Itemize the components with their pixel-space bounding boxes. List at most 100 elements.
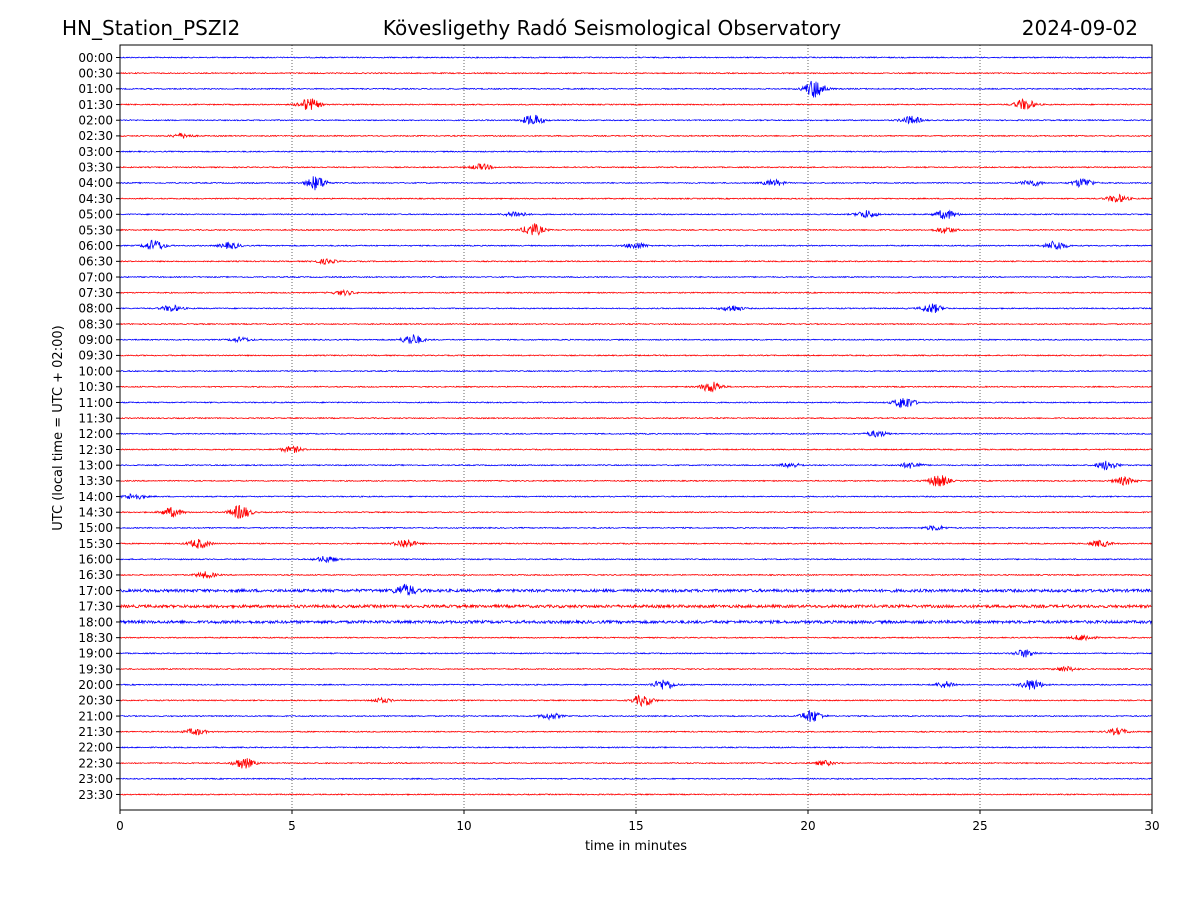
y-tick-label: 15:30 [78, 537, 113, 551]
trace-2130 [119, 727, 1152, 736]
y-tick-label: 05:30 [78, 223, 113, 237]
y-tick-label: 07:30 [78, 286, 113, 300]
trace-0300 [119, 150, 1152, 153]
y-tick-label: 21:30 [78, 725, 113, 739]
trace-1230 [119, 445, 1152, 454]
y-tick-label: 18:30 [78, 631, 113, 645]
y-tick-label: 14:00 [78, 490, 113, 504]
y-tick-label: 16:00 [78, 553, 113, 567]
trace-0000 [119, 56, 1152, 59]
trace-1300 [119, 460, 1152, 471]
y-tick-label: 22:30 [78, 756, 113, 770]
trace-1530 [119, 538, 1152, 549]
y-tick-label: 23:00 [78, 772, 113, 786]
trace-1900 [119, 649, 1152, 658]
trace-1500 [119, 524, 1152, 531]
trace-1200 [119, 430, 1152, 438]
y-tick-label: 13:00 [78, 458, 113, 472]
y-tick-label: 20:30 [78, 694, 113, 708]
y-tick-label: 21:00 [78, 709, 113, 723]
trace-1630 [119, 571, 1152, 580]
trace-2000 [119, 679, 1152, 690]
trace-0930 [119, 354, 1152, 357]
x-tick-label: 30 [1144, 819, 1159, 833]
trace-1130 [119, 416, 1152, 420]
trace-1600 [119, 556, 1152, 564]
trace-2200 [119, 746, 1152, 749]
trace-1030 [119, 381, 1152, 393]
trace-0800 [119, 303, 1152, 314]
plot-frame [119, 44, 1153, 811]
y-tick-label: 19:30 [78, 662, 113, 676]
trace-0700 [119, 275, 1152, 279]
trace-1100 [119, 398, 1152, 409]
y-tick-label: 13:30 [78, 474, 113, 488]
trace-0500 [119, 209, 1152, 220]
trace-0900 [119, 334, 1152, 344]
trace-2230 [119, 758, 1152, 769]
trace-1430 [119, 505, 1152, 519]
date-label: 2024-09-02 [1022, 16, 1138, 40]
trace-0100 [119, 80, 1152, 98]
y-tick-label: 02:00 [78, 114, 113, 128]
y-axis-label: UTC (local time = UTC + 02:00) [51, 325, 66, 530]
trace-0730 [119, 288, 1152, 297]
y-tick-label: 18:00 [78, 615, 113, 629]
y-tick-label: 03:00 [78, 145, 113, 159]
trace-2300 [119, 777, 1152, 781]
trace-0430 [119, 193, 1152, 203]
trace-1400 [119, 492, 1152, 500]
trace-1930 [119, 665, 1152, 673]
trace-0400 [119, 176, 1152, 191]
trace-0630 [119, 258, 1152, 265]
x-tick-label: 10 [456, 819, 471, 833]
y-tick-label: 08:30 [78, 317, 113, 331]
y-tick-label: 12:00 [78, 427, 113, 441]
y-tick-label: 14:30 [78, 506, 113, 520]
trace-2330 [119, 793, 1152, 796]
y-tick-label: 17:30 [78, 600, 113, 614]
trace-0230 [119, 132, 1152, 139]
y-tick-label: 09:00 [78, 333, 113, 347]
y-tick-label: 15:00 [78, 521, 113, 535]
x-tick-label: 20 [800, 819, 815, 833]
y-tick-label: 01:30 [78, 98, 113, 112]
y-tick-label: 00:00 [78, 51, 113, 65]
trace-0330 [119, 163, 1152, 170]
y-tick-label: 11:00 [78, 396, 113, 410]
x-tick-label: 15 [628, 819, 643, 833]
y-tick-label: 10:30 [78, 380, 113, 394]
trace-1330 [119, 475, 1152, 487]
x-tick-label: 0 [116, 819, 124, 833]
y-tick-label: 03:30 [78, 161, 113, 175]
trace-0530 [119, 223, 1152, 236]
y-tick-label: 17:00 [78, 584, 113, 598]
trace-0830 [119, 322, 1152, 326]
y-tick-label: 11:30 [78, 411, 113, 425]
seismic-traces [119, 56, 1152, 796]
y-tick-label: 06:30 [78, 255, 113, 269]
y-tick-label: 00:30 [78, 66, 113, 80]
y-tick-label: 01:00 [78, 82, 113, 96]
trace-2030 [119, 694, 1152, 708]
trace-1700 [119, 583, 1152, 596]
y-tick-label: 16:30 [78, 568, 113, 582]
trace-1730 [119, 603, 1152, 610]
vertical-grid [291, 45, 981, 810]
y-tick-label: 20:00 [78, 678, 113, 692]
y-tick-label: 02:30 [78, 129, 113, 143]
trace-1800 [119, 618, 1152, 625]
y-tick-label: 07:00 [78, 270, 113, 284]
trace-1830 [119, 634, 1152, 642]
trace-0130 [119, 97, 1152, 110]
y-tick-label: 23:30 [78, 788, 113, 802]
y-tick-label: 19:00 [78, 647, 113, 661]
y-tick-label: 09:30 [78, 349, 113, 363]
y-tick-label: 05:00 [78, 208, 113, 222]
trace-2100 [119, 709, 1152, 722]
trace-0200 [119, 114, 1152, 125]
y-tick-label: 10:00 [78, 364, 113, 378]
y-tick-label: 04:00 [78, 176, 113, 190]
